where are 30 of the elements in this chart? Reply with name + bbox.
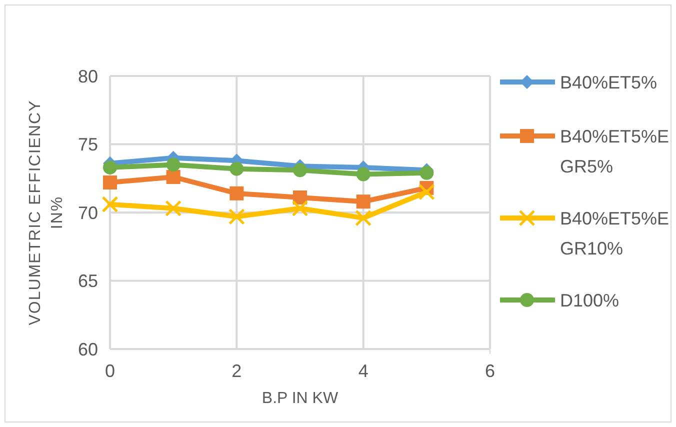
point (102, 196, 118, 213)
point (292, 200, 308, 217)
point (165, 200, 182, 217)
legend-label: B40%ET5%EGR10% (560, 208, 670, 258)
y-tick-label: 65 (78, 271, 98, 292)
x-tick-label: 4 (358, 361, 368, 381)
point (356, 194, 370, 209)
point (355, 210, 372, 226)
x-tick-label: 0 (104, 361, 116, 381)
x-tick-label: 6 (484, 361, 496, 381)
point (293, 163, 307, 178)
y-tick-label: 80 (78, 66, 98, 86)
y-axis-title: VOLUMETRIC EFFICIENCY IN% (27, 100, 66, 326)
point (103, 175, 117, 190)
point (228, 208, 245, 225)
point (103, 160, 117, 174)
point (418, 184, 435, 200)
legend-label: B40%ET5% (560, 72, 658, 92)
point (230, 162, 244, 176)
point (166, 170, 180, 184)
y-tick-label: 75 (78, 134, 98, 155)
x-axis-title: B.P IN KW (262, 390, 339, 407)
legend-label: B40%ET5%EGR5% (560, 126, 670, 176)
y-tick-label: 60 (78, 339, 98, 360)
legend-label: D100% (560, 290, 620, 310)
point (230, 186, 244, 200)
y-tick-label: 70 (78, 202, 98, 223)
point (166, 158, 180, 172)
point (356, 167, 370, 182)
x-tick-label: 2 (232, 361, 242, 381)
